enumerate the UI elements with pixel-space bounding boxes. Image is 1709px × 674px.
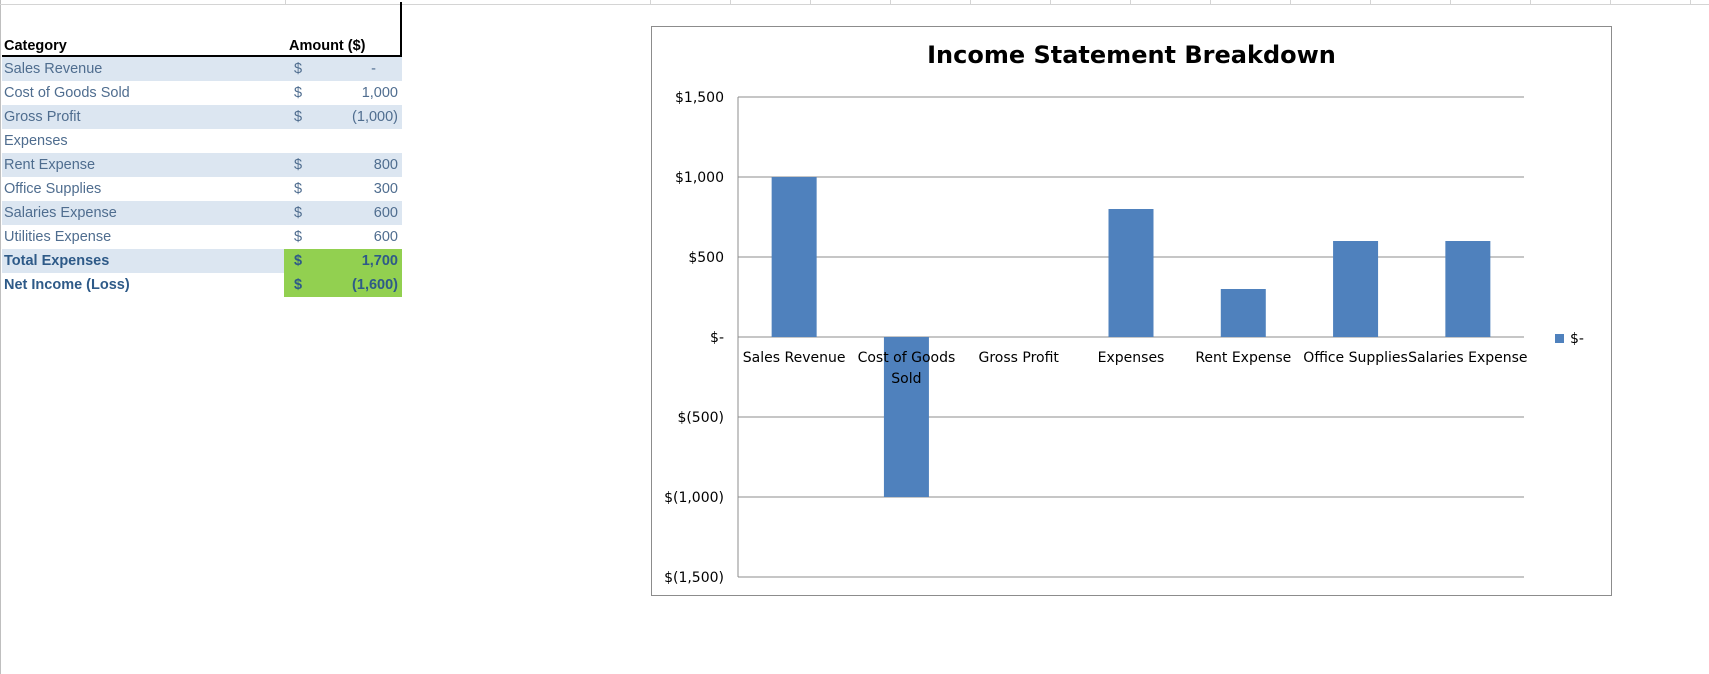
x-tick-label: Salaries Expense (1408, 350, 1527, 366)
table-row: Office Supplies $300 (2, 177, 402, 201)
bar (1108, 209, 1154, 337)
row-currency[interactable]: $ (294, 277, 303, 293)
chart-title: Income Statement Breakdown (927, 41, 1336, 69)
sheet-gridline (1530, 0, 1531, 5)
total-row: Net Income (Loss) $ (1,600) (2, 273, 402, 297)
chart-plot: $1,500 $1,000 $500 $- $(500) $(1,000) $(1,500)… (664, 90, 1584, 586)
table-header-row: Category Amount ($) (2, 32, 402, 57)
row-currency[interactable]: $ (294, 181, 303, 197)
row-amount[interactable]: - (371, 61, 376, 77)
row-category[interactable]: Expenses (4, 133, 68, 149)
x-tick-label: Expenses (1098, 350, 1165, 366)
row-currency[interactable]: $ (294, 109, 303, 125)
highlight-cell (284, 249, 402, 273)
table-row: Utilities Expense $600 (2, 225, 402, 249)
row-amount[interactable]: (1,000) (352, 109, 398, 125)
table-row: Expenses (2, 129, 402, 153)
legend-swatch (1555, 334, 1564, 343)
table-row: Salaries Expense $600 (2, 201, 402, 225)
sheet-gridline (1050, 0, 1051, 5)
row-category[interactable]: Sales Revenue (4, 61, 103, 77)
x-tick-label: Rent Expense (1195, 350, 1291, 366)
row-currency[interactable]: $ (294, 253, 303, 269)
y-tick-label: $(1,000) (664, 490, 724, 506)
y-tick-label: $1,000 (675, 170, 724, 186)
sheet-gridline (1130, 0, 1131, 5)
row-category[interactable]: Gross Profit (4, 109, 81, 125)
y-tick-label: $(1,500) (664, 570, 724, 586)
row-currency[interactable]: $ (294, 61, 303, 77)
row-category[interactable]: Office Supplies (4, 181, 102, 197)
y-tick-label: $1,500 (675, 90, 724, 106)
row-amount[interactable]: (1,600) (352, 277, 398, 293)
sheet-gridline (1610, 0, 1611, 5)
row-amount[interactable]: 800 (373, 157, 398, 173)
header-column-border (400, 2, 402, 58)
x-tick-label: Cost of Goods (858, 350, 956, 366)
row-currency[interactable]: $ (294, 85, 303, 101)
x-tick-label: Sales Revenue (743, 350, 846, 366)
sheet-gridline (650, 0, 651, 5)
bar (883, 337, 929, 497)
x-tick-label: Sold (891, 371, 921, 387)
row-category[interactable]: Rent Expense (4, 157, 96, 173)
row-category[interactable]: Salaries Expense (4, 205, 117, 221)
income-statement-table: Category Amount ($) Sales Revenue $ - Cost … (2, 32, 402, 297)
row-category[interactable]: Cost of Goods Sold (4, 85, 130, 101)
sheet-gridline (0, 4, 1709, 5)
row-amount[interactable]: 300 (373, 181, 398, 197)
row-currency[interactable]: $ (294, 229, 303, 245)
y-tick-label: $- (710, 330, 724, 346)
y-tick-label: $(500) (677, 410, 724, 426)
sheet-gridline (970, 0, 971, 5)
row-currency[interactable]: $ (294, 205, 303, 221)
income-chart[interactable]: Income Statement Breakdown $1,500 $1,000 $… (651, 26, 1612, 596)
table-row: Cost of Goods Sold $1,000 (2, 81, 402, 105)
row-currency[interactable]: $ (294, 157, 303, 173)
row-category[interactable]: Utilities Expense (4, 229, 112, 245)
sheet-gridline (1690, 0, 1691, 5)
bar (1220, 289, 1266, 337)
header-category[interactable]: Category (4, 38, 67, 54)
bar (771, 177, 817, 337)
sheet-gridline (1450, 0, 1451, 5)
bar (1333, 241, 1379, 337)
header-amount[interactable]: Amount ($) (289, 38, 366, 54)
table-row: Gross Profit $ (1,000) (2, 105, 402, 129)
sheet-gridline (285, 0, 286, 5)
y-tick-label: $500 (688, 250, 724, 266)
bar (1445, 241, 1491, 337)
x-tick-label: Gross Profit (979, 350, 1060, 366)
row-amount[interactable]: 600 (373, 229, 398, 245)
legend-label: $- (1570, 331, 1584, 347)
highlight-cell (284, 273, 402, 297)
row-amount[interactable]: 600 (373, 205, 398, 221)
x-tick-label: Office Supplies (1303, 350, 1408, 366)
table-row: Sales Revenue $ - (2, 57, 402, 81)
sheet-gridline (810, 0, 811, 5)
total-row: Total Expenses $1,700 (2, 249, 402, 273)
sheet-gridline (890, 0, 891, 5)
sheet-gridline (730, 0, 731, 5)
sheet-gridline (1370, 0, 1371, 5)
row-category[interactable]: Total Expenses (4, 253, 110, 269)
table-row: Rent Expense $800 (2, 153, 402, 177)
row-amount[interactable]: 1,700 (361, 253, 398, 269)
row-amount[interactable]: 1,000 (361, 85, 398, 101)
sheet-gridline (1290, 0, 1291, 5)
sheet-gridline (1210, 0, 1211, 5)
sheet-left-border (0, 0, 1, 674)
row-category[interactable]: Net Income (Loss) (4, 277, 130, 293)
